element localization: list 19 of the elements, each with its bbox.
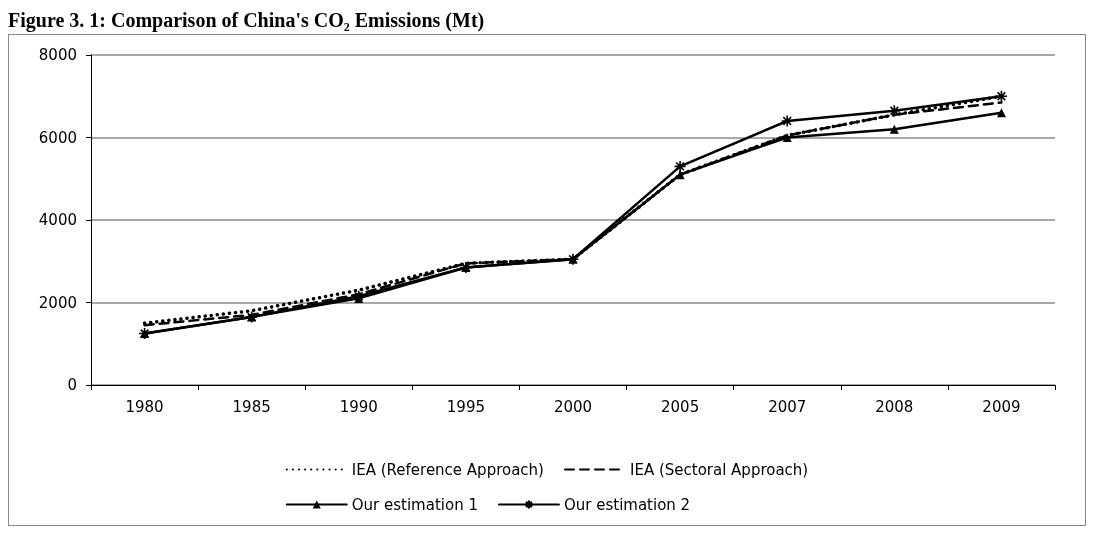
legend-label: IEA (Reference Approach)	[351, 460, 544, 479]
y-tick-label: 0	[67, 376, 77, 394]
y-tick-label: 2000	[38, 293, 77, 312]
legend-label: Our estimation 1	[351, 495, 478, 514]
x-tick-label: 2005	[661, 397, 700, 416]
x-tick-label: 2007	[768, 397, 807, 416]
x-tick-label: 2008	[875, 397, 914, 416]
x-tick-label: 2000	[553, 397, 593, 416]
x-tick-label: 1990	[339, 397, 378, 416]
y-tick-label: 8000	[38, 46, 77, 64]
chart-title: Figure 3. 1: Comparison of China's CO₂ Emissions (Mt)	[8, 8, 486, 32]
legend-label: Our estimation 2	[563, 495, 691, 514]
x-tick-label: 1980	[125, 397, 164, 416]
x-tick-label: 1985	[232, 397, 271, 416]
y-tick-label: 4000	[38, 211, 77, 229]
y-tick-label: 6000	[38, 128, 77, 147]
x-tick-label: 1995	[446, 397, 485, 416]
legend-label: IEA (Sectoral Approach)	[629, 460, 809, 479]
x-tick-label: 2009	[982, 397, 1021, 416]
